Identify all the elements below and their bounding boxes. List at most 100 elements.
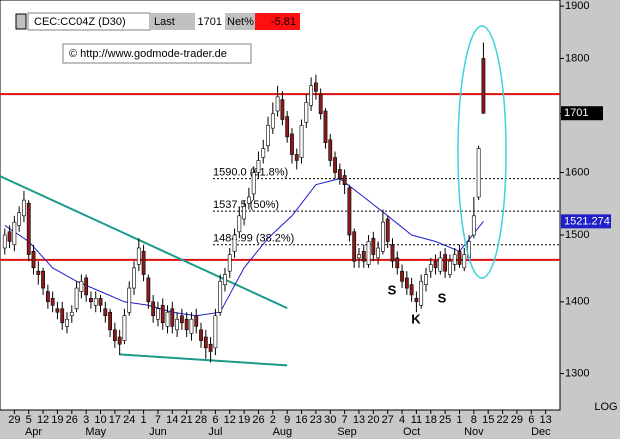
- candle-body: [98, 298, 103, 306]
- month-label: Oct: [403, 426, 420, 438]
- annotation: S: [388, 282, 397, 297]
- ma-value-box: [561, 214, 611, 229]
- annotation: K: [411, 311, 421, 326]
- x-tick-label: 14: [166, 414, 178, 426]
- candle-body: [443, 254, 448, 272]
- x-tick-label: 26: [252, 414, 264, 426]
- ma-value-label: 1521.274: [564, 215, 610, 227]
- candle-body: [165, 311, 170, 327]
- candle-body: [409, 284, 414, 296]
- x-tick-label: 7: [155, 414, 161, 426]
- month-label: Dec: [531, 426, 551, 438]
- candle-body: [69, 311, 74, 317]
- candle-body: [141, 250, 146, 275]
- candle-body: [50, 298, 55, 306]
- last-price-label: 1701: [564, 107, 588, 119]
- x-tick-label: 1: [456, 414, 462, 426]
- highlight-ellipse: [457, 25, 507, 279]
- candle-body: [93, 298, 98, 306]
- x-tick-label: 18: [425, 414, 437, 426]
- scale-label: LOG: [594, 401, 617, 413]
- candle-body: [246, 196, 251, 204]
- x-tick-label: 12: [37, 414, 49, 426]
- candle-body: [31, 250, 36, 269]
- month-label: Apr: [25, 426, 42, 438]
- candle-body: [400, 270, 404, 282]
- x-tick-label: 28: [195, 414, 207, 426]
- x-tick-label: 5: [26, 414, 32, 426]
- candle-body: [74, 287, 79, 310]
- x-tick-label: 29: [8, 414, 20, 426]
- candle-body: [337, 169, 342, 179]
- x-tick-label: 12: [224, 414, 236, 426]
- source-box: [62, 43, 252, 64]
- x-tick-label: 20: [367, 414, 379, 426]
- x-tick-label: 7: [342, 414, 348, 426]
- candle-body: [17, 212, 22, 226]
- candle-body: [199, 329, 203, 341]
- x-tick-label: 9: [284, 414, 290, 426]
- x-tick-label: 6: [212, 414, 218, 426]
- candle-body: [127, 287, 132, 313]
- x-tick-label: 29: [511, 414, 523, 426]
- candle-body: [160, 304, 165, 324]
- x-tick-label: 15: [482, 414, 494, 426]
- candle-body: [7, 231, 12, 242]
- candle-body: [223, 274, 227, 285]
- candle-body: [227, 254, 232, 272]
- candle-body: [347, 187, 352, 236]
- trend-line: [0, 175, 288, 310]
- candle-body: [184, 318, 189, 331]
- candle-body: [194, 315, 199, 327]
- y-tick-label: 1600: [565, 166, 589, 178]
- x-tick-label: 1: [141, 414, 147, 426]
- candle-body: [108, 311, 112, 331]
- x-tick-label: 19: [238, 414, 250, 426]
- y-tick-label: 1900: [565, 0, 589, 12]
- fib-label: 1590.0 (61.8%): [213, 166, 288, 178]
- x-tick-label: 2: [270, 414, 276, 426]
- net-label-box: [225, 13, 255, 30]
- candle-body: [203, 336, 208, 349]
- candle-body: [309, 85, 314, 106]
- x-tick-label: 26: [66, 414, 78, 426]
- candle-body: [26, 202, 31, 255]
- annotation: S: [438, 290, 447, 305]
- month-label: Jun: [149, 426, 167, 438]
- candle-body: [136, 247, 141, 265]
- candle-body: [438, 257, 443, 272]
- fib-label: 1537.5 (50%): [213, 199, 279, 211]
- x-tick-label: 19: [51, 414, 63, 426]
- candle-body: [428, 264, 433, 272]
- candle-body: [12, 221, 17, 246]
- candle-body: [218, 280, 223, 313]
- candle-body: [36, 270, 41, 275]
- candle-body: [41, 270, 45, 289]
- candle-body: [376, 247, 381, 259]
- candle-body: [65, 318, 69, 327]
- candle-body: [103, 308, 108, 317]
- candle-body: [156, 308, 160, 320]
- candle-body: [132, 267, 136, 289]
- net-value: -5.81: [271, 16, 296, 28]
- x-tick-label: 10: [94, 414, 106, 426]
- x-tick-label: 22: [496, 414, 508, 426]
- last-label: Last: [154, 16, 175, 28]
- candle-body: [357, 254, 361, 259]
- candle-body: [333, 157, 337, 173]
- candle-body: [381, 221, 385, 252]
- candle-body: [189, 318, 194, 334]
- candle-body: [414, 298, 419, 303]
- candle-body: [179, 315, 184, 324]
- x-tick-label: 13: [353, 414, 365, 426]
- candle-body: [328, 139, 333, 161]
- candle-body: [361, 250, 366, 262]
- last-label-box: [150, 13, 195, 30]
- candle-body: [84, 277, 89, 296]
- candle-body: [251, 172, 256, 195]
- candle-body: [342, 175, 347, 185]
- candle-body: [366, 241, 371, 265]
- candle-body: [261, 148, 266, 158]
- candle-body: [280, 99, 285, 120]
